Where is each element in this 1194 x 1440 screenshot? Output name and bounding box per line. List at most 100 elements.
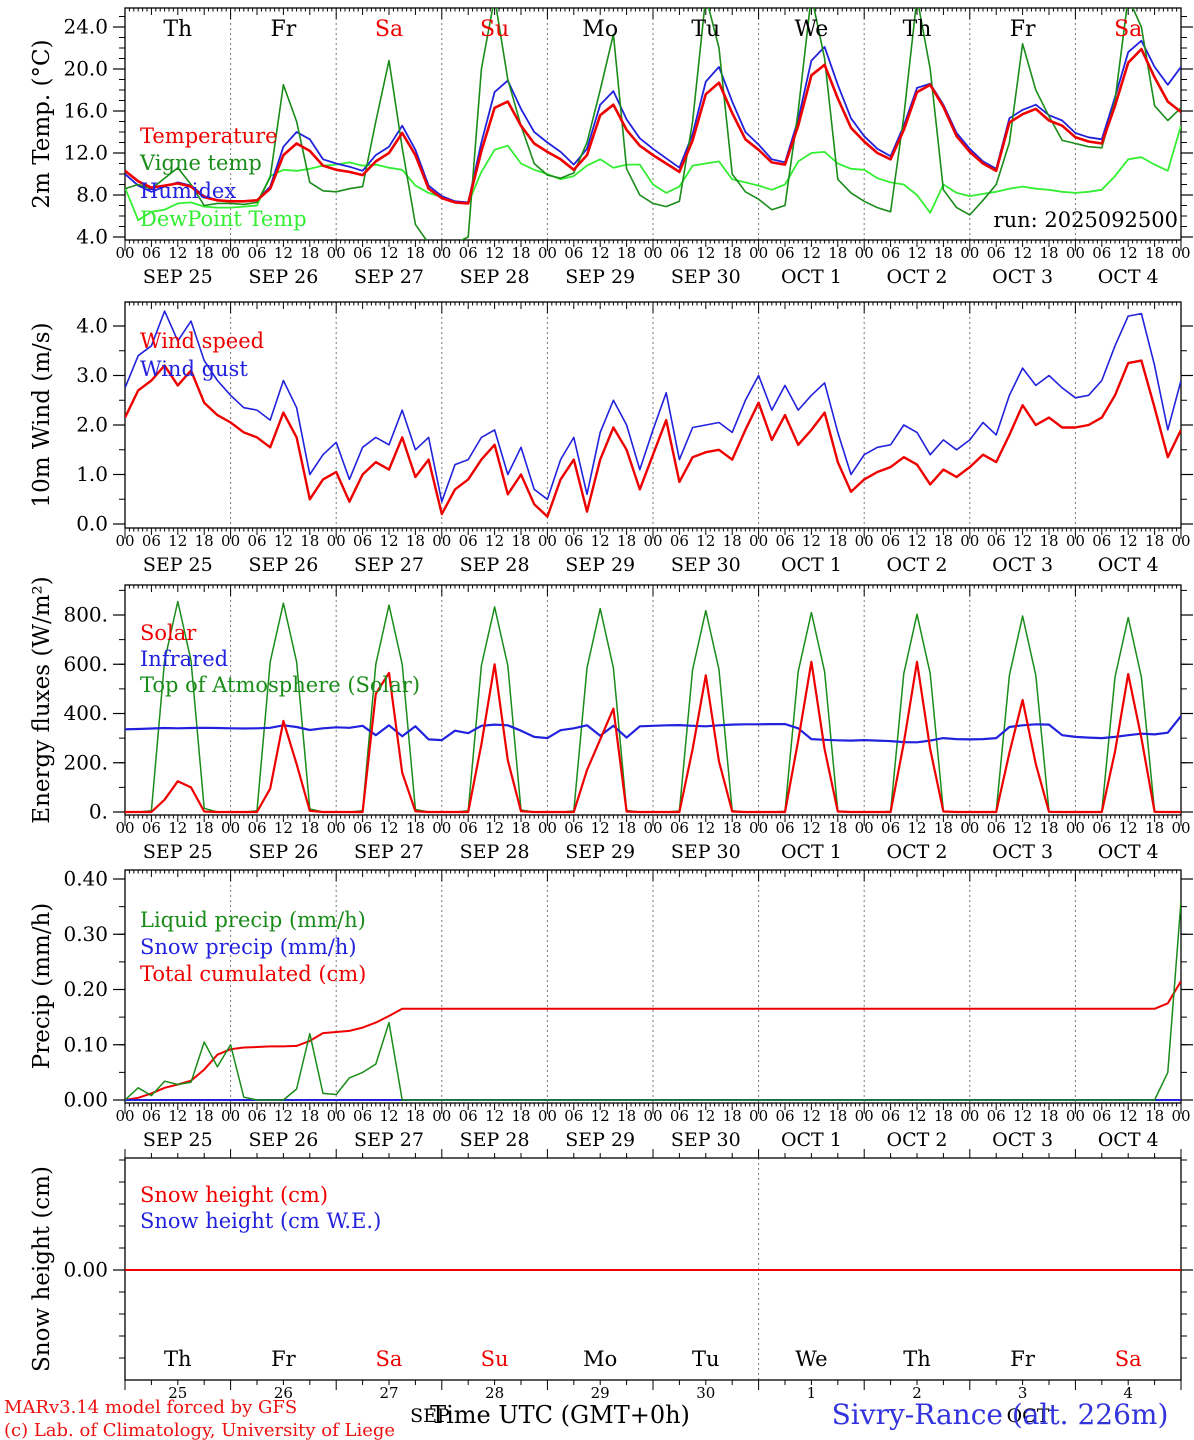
hour-label: 12 xyxy=(1119,532,1138,550)
hour-label: 00 xyxy=(538,1107,557,1125)
ytick-label: 0.0 xyxy=(76,512,108,536)
run-label: run: 2025092500 xyxy=(993,208,1178,232)
hour-label: 06 xyxy=(353,532,372,550)
ytick-label: 4.0 xyxy=(76,314,108,338)
hour-label: 18 xyxy=(406,244,425,262)
hour-label: 12 xyxy=(168,244,187,262)
panel-precip: 0.00 0.10 0.20 0.30 0.40 Liquid precip (mm/h)… xyxy=(63,867,1193,1151)
legend-wind: Wind gust xyxy=(140,357,248,381)
legend-snow: Snow height (cm W.E.) xyxy=(140,1209,381,1233)
date-label: OCT 2 xyxy=(887,554,948,576)
hour-label: 00 xyxy=(643,244,662,262)
day-letter-top: Tu xyxy=(691,17,720,42)
hour-label: 06 xyxy=(881,819,900,837)
hour-label: 00 xyxy=(538,244,557,262)
hour-label: 06 xyxy=(459,819,478,837)
ytick-label: 0. xyxy=(89,800,108,824)
hour-label: 06 xyxy=(142,532,161,550)
hour-label: 12 xyxy=(379,244,398,262)
date-label: OCT 1 xyxy=(781,554,842,576)
hour-label: 06 xyxy=(775,819,794,837)
date-label: OCT 4 xyxy=(1098,266,1159,288)
legend-temp: Vigne temp xyxy=(139,151,262,175)
hour-label: 06 xyxy=(881,1107,900,1125)
hour-label: 12 xyxy=(1119,819,1138,837)
month-label-sep: SEP xyxy=(410,1405,450,1427)
date-label: OCT 1 xyxy=(781,841,842,863)
hour-label: 18 xyxy=(723,1107,742,1125)
hour-label: 18 xyxy=(1039,1107,1058,1125)
hour-label: 00 xyxy=(749,244,768,262)
hour-label: 18 xyxy=(1039,244,1058,262)
hour-label: 12 xyxy=(907,819,926,837)
hour-label: 00 xyxy=(749,532,768,550)
time-utc-label: Time UTC (GMT+0h) xyxy=(430,1401,690,1429)
date-label: SEP 28 xyxy=(460,554,530,576)
date-label: OCT 3 xyxy=(992,554,1053,576)
hour-label: 06 xyxy=(459,532,478,550)
series-temperature xyxy=(125,47,1181,205)
legend-temp: Humidex xyxy=(140,179,236,203)
hour-label: 18 xyxy=(1145,1107,1164,1125)
ytick-label: 0.00 xyxy=(63,1088,108,1112)
day-letter-top: Th xyxy=(163,17,192,42)
hour-label: 00 xyxy=(643,1107,662,1125)
hour-label: 00 xyxy=(855,819,874,837)
hour-label: 18 xyxy=(1039,532,1058,550)
panel-snow: 0.00 Snow height (cm)Snow height (cm W.E.… xyxy=(63,1149,1193,1390)
temp-series xyxy=(125,8,1181,240)
hour-label: 00 xyxy=(960,1107,979,1125)
hour-label: 00 xyxy=(643,532,662,550)
hour-label: 18 xyxy=(1145,244,1164,262)
hour-label: 18 xyxy=(406,1107,425,1125)
hour-label: 18 xyxy=(723,244,742,262)
snow-axis-title: Snow height (cm) xyxy=(29,1166,55,1372)
hour-label: 12 xyxy=(1013,244,1032,262)
hour-label: 00 xyxy=(221,532,240,550)
hour-label: 06 xyxy=(353,244,372,262)
hour-label: 00 xyxy=(960,532,979,550)
hour-label: 06 xyxy=(564,819,583,837)
ytick-label: 200. xyxy=(63,750,108,774)
legend-wind: Wind speed xyxy=(140,329,264,353)
day-letter-bottom: Th xyxy=(164,1347,192,1371)
day-letter-top: Mo xyxy=(582,17,618,42)
ytick-label: 400. xyxy=(63,701,108,725)
series-infrared xyxy=(125,715,1181,744)
hour-label: 00 xyxy=(115,819,134,837)
hour-label: 00 xyxy=(432,532,451,550)
hour-label: 06 xyxy=(670,532,689,550)
hour-label: 00 xyxy=(432,1107,451,1125)
day-letter-bottom: Su xyxy=(481,1347,509,1371)
panel-wind: 0.0 1.0 2.0 3.0 4.0 Wind speed Wind gust 00 06 12… xyxy=(76,301,1193,576)
hour-label: 12 xyxy=(1119,244,1138,262)
hour-label: 00 xyxy=(115,1107,134,1125)
hour-label: 00 xyxy=(1171,244,1190,262)
series-solar xyxy=(125,660,1181,814)
day-number: 2 xyxy=(912,1384,922,1402)
day-letter-top: Fr xyxy=(1010,17,1036,42)
day-letter-bottom: Fr xyxy=(271,1347,297,1371)
hour-label: 18 xyxy=(300,532,319,550)
hour-label: 06 xyxy=(1092,1107,1111,1125)
ytick-label: 0.10 xyxy=(63,1032,108,1056)
hour-label: 06 xyxy=(564,244,583,262)
legend-energy: Infrared xyxy=(140,647,228,671)
day-letter-bottom: Sa xyxy=(1115,1347,1142,1371)
date-label: SEP 28 xyxy=(460,266,530,288)
date-label: OCT 2 xyxy=(887,266,948,288)
hour-label: 06 xyxy=(459,244,478,262)
date-label: OCT 2 xyxy=(887,841,948,863)
hour-label: 18 xyxy=(828,1107,847,1125)
hour-label: 12 xyxy=(591,1107,610,1125)
hour-label: 18 xyxy=(195,819,214,837)
day-number: 4 xyxy=(1123,1384,1133,1402)
hour-label: 06 xyxy=(987,1107,1006,1125)
date-label: OCT 2 xyxy=(887,1129,948,1151)
hour-label: 00 xyxy=(221,819,240,837)
hour-label: 00 xyxy=(855,1107,874,1125)
date-label: SEP 30 xyxy=(671,1129,741,1151)
hour-label: 00 xyxy=(115,532,134,550)
date-label: SEP 25 xyxy=(143,841,213,863)
hour-label: 06 xyxy=(1092,244,1111,262)
